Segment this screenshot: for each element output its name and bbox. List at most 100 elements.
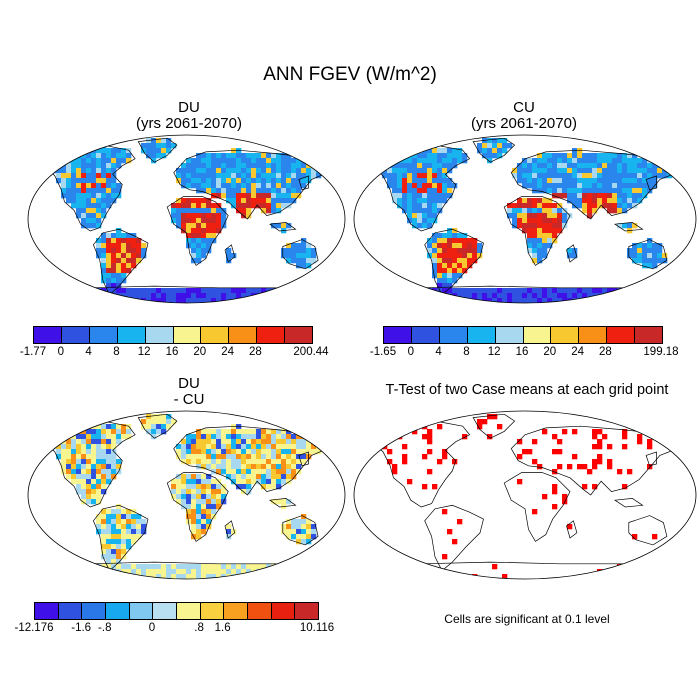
map-grid-cell: [101, 248, 107, 254]
map-grid-cell: [602, 288, 608, 294]
map-grid-cell: [91, 193, 97, 199]
map-grid-cell: [96, 429, 102, 435]
colorbar-swatch: [248, 603, 272, 619]
map-grid-cell: [111, 574, 117, 579]
map-grid-cell: [637, 439, 643, 445]
map-grid-cell: [617, 469, 623, 475]
map-grid-cell: [306, 263, 312, 269]
map-grid-cell: [186, 298, 192, 303]
map-grid-cell: [627, 173, 633, 179]
map-grid-cell: [377, 158, 383, 164]
map-grid-cell: [437, 298, 443, 303]
map-grid-cell: [211, 564, 217, 570]
map-grid-cell: [181, 208, 187, 214]
map-grid-cell: [196, 484, 202, 490]
map-grid-cell: [577, 158, 583, 164]
map-grid-cell: [552, 158, 558, 164]
map-grid-cell: [116, 268, 122, 274]
map-grid-cell: [116, 514, 122, 520]
map-grid-cell: [71, 449, 77, 455]
map-grid-cell: [602, 298, 608, 303]
map-grid-cell: [266, 474, 272, 480]
map-grid-cell: [542, 248, 548, 254]
map-grid-cell: [296, 524, 302, 530]
map-grid-cell: [61, 158, 67, 164]
map-grid-cell: [462, 238, 468, 244]
map-grid-cell: [231, 288, 237, 294]
map-grid-cell: [296, 168, 302, 174]
map-grid-cell: [186, 183, 192, 189]
map-grid-cell: [216, 223, 222, 229]
map-grid-cell: [316, 569, 322, 575]
map-grid-cell: [372, 163, 378, 169]
map-grid-cell: [447, 153, 453, 159]
map-grid-cell: [206, 569, 212, 575]
map-grid-cell: [552, 293, 558, 299]
map-grid-cell: [321, 569, 327, 575]
map-grid-cell: [552, 168, 558, 174]
map-grid-cell: [612, 163, 618, 169]
map-grid-cell: [216, 158, 222, 164]
map-grid-cell: [111, 554, 117, 560]
map-grid-cell: [306, 529, 312, 535]
map-grid-cell: [291, 449, 297, 455]
coastline: [224, 520, 236, 539]
map-grid-cell: [492, 148, 498, 154]
map-grid-cell: [306, 444, 312, 450]
coastline: [166, 196, 229, 266]
map-grid-cell: [251, 298, 257, 303]
map-grid-cell: [131, 238, 137, 244]
map-grid-cell: [607, 288, 613, 294]
map-grid-cell: [291, 253, 297, 259]
map-grid-cell: [572, 193, 578, 199]
map-grid-cell: [377, 298, 383, 303]
map-grid-cell: [96, 248, 102, 254]
map-grid-cell: [286, 529, 292, 535]
map-grid-cell: [512, 168, 518, 174]
map-grid-cell: [517, 198, 523, 204]
map-grid-cell: [437, 278, 443, 284]
map-grid-cell: [662, 293, 668, 299]
colorbar-swatch: [58, 603, 83, 619]
map-grid-cell: [276, 173, 282, 179]
map-grid-cell: [96, 218, 102, 224]
map-grid-cell: [86, 469, 92, 475]
map-grid-cell: [96, 574, 102, 579]
map-grid-cell: [106, 288, 112, 294]
map-grid-cell: [211, 459, 217, 465]
map-grid-cell: [136, 293, 142, 299]
map-grid-cell: [96, 454, 102, 460]
map-grid-cell: [542, 293, 548, 299]
map-grid-cell: [206, 288, 212, 294]
map-grid-cell: [51, 153, 57, 159]
map-grid-cell: [81, 178, 87, 184]
map-grid-cell: [186, 213, 192, 219]
map-grid-cell: [462, 263, 468, 269]
map-grid-cell: [542, 168, 548, 174]
map-grid-cell: [71, 198, 77, 204]
map-grid-cell: [211, 223, 217, 229]
map-grid-cell: [662, 253, 668, 259]
map-grid-cell: [602, 178, 608, 184]
map-grid-cell: [131, 253, 137, 259]
map-grid-cell: [251, 188, 257, 194]
map-grid-cell: [161, 143, 167, 149]
map-grid-cell: [211, 208, 217, 214]
map-grid-cell: [231, 444, 237, 450]
map-grid-cell: [96, 183, 102, 189]
map-grid-cell: [602, 193, 608, 199]
map-grid-cell: [116, 424, 122, 430]
map-grid-cell: [246, 193, 252, 199]
coastline: [613, 498, 644, 508]
map-grid-cell: [181, 163, 187, 169]
map-grid-cell: [537, 158, 543, 164]
map-grid-cell: [597, 193, 603, 199]
map-grid-cell: [111, 283, 117, 289]
map-grid-cell: [372, 158, 378, 164]
map-grid-cell: [457, 293, 463, 299]
map-grid-cell: [76, 464, 82, 470]
map-grid-cell: [226, 168, 232, 174]
map-grid-cell: [296, 163, 302, 169]
map-grid-cell: [512, 213, 518, 219]
map-grid-cell: [61, 564, 67, 570]
